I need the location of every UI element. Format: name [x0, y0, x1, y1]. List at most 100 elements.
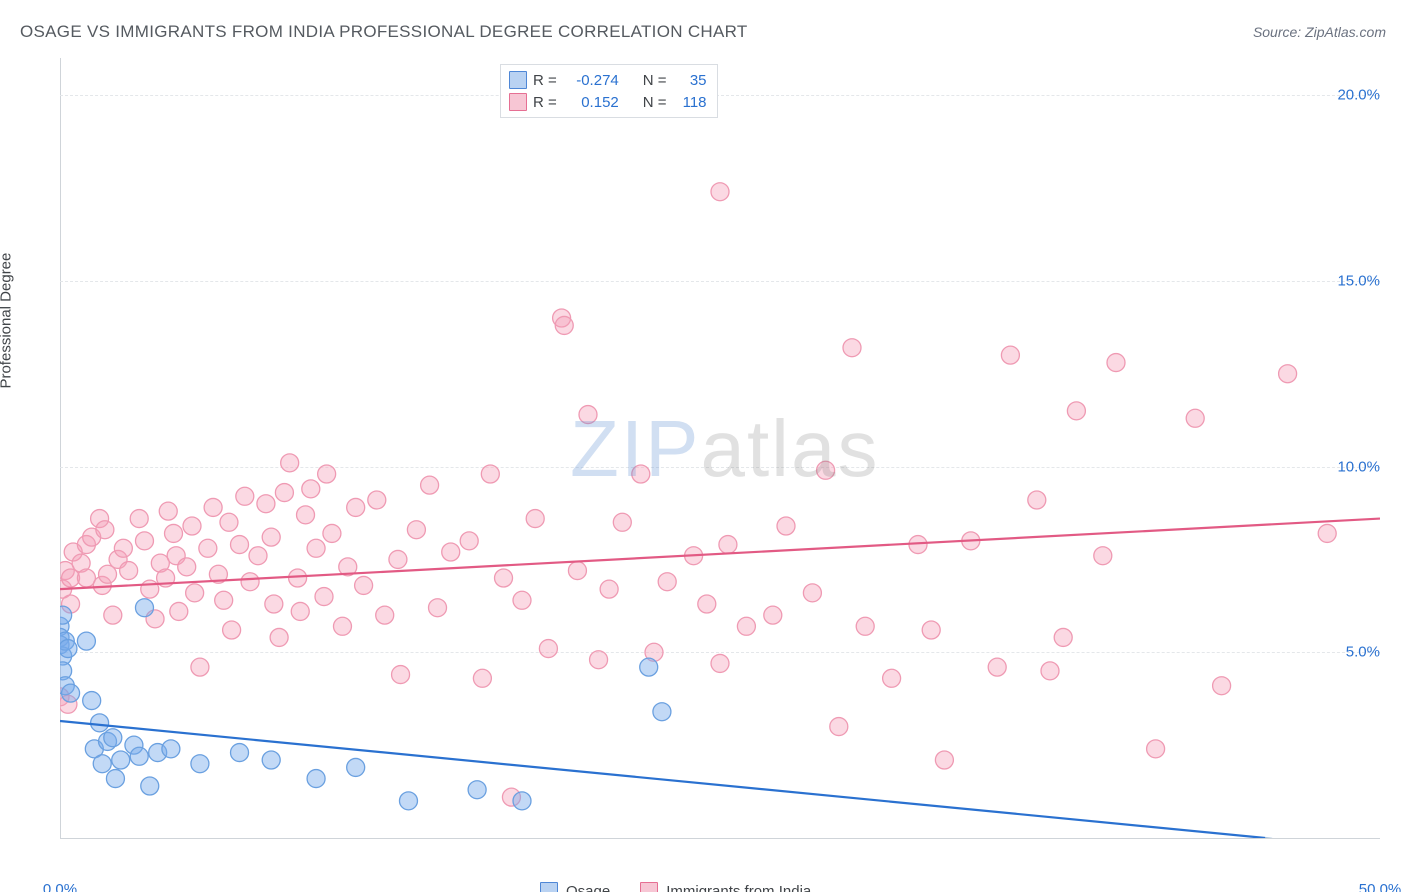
n-label: N =	[643, 94, 667, 111]
data-point-india	[719, 536, 737, 554]
r-value-osage: -0.274	[563, 72, 619, 89]
data-point-india	[632, 465, 650, 483]
data-point-india	[429, 599, 447, 617]
data-point-india	[698, 595, 716, 613]
data-point-india	[291, 602, 309, 620]
data-point-india	[141, 580, 159, 598]
data-point-india	[323, 524, 341, 542]
legend-label-india: Immigrants from India	[666, 883, 811, 892]
r-label: R =	[533, 72, 557, 89]
data-point-india	[1067, 402, 1085, 420]
data-point-india	[1147, 740, 1165, 758]
data-point-india	[1107, 354, 1125, 372]
legend-item-osage: Osage	[540, 882, 610, 892]
data-point-india	[257, 495, 275, 513]
source-name: ZipAtlas.com	[1305, 24, 1386, 40]
data-point-osage	[130, 747, 148, 765]
data-point-india	[135, 532, 153, 550]
data-point-india	[817, 461, 835, 479]
data-point-osage	[106, 770, 124, 788]
data-point-osage	[135, 599, 153, 617]
data-point-india	[590, 651, 608, 669]
legend-item-india: Immigrants from India	[640, 882, 811, 892]
data-point-india	[270, 628, 288, 646]
data-point-india	[843, 339, 861, 357]
n-label: N =	[643, 72, 667, 89]
data-point-india	[333, 617, 351, 635]
y-axis-label: Professional Degree	[0, 253, 15, 389]
data-point-india	[186, 584, 204, 602]
legend-swatch-india-icon	[640, 882, 658, 892]
data-point-india	[130, 510, 148, 528]
data-point-india	[199, 539, 217, 557]
data-point-india	[1041, 662, 1059, 680]
data-point-osage	[399, 792, 417, 810]
data-point-india	[376, 606, 394, 624]
data-point-india	[389, 550, 407, 568]
data-point-india	[1001, 346, 1019, 364]
data-point-india	[830, 718, 848, 736]
data-point-osage	[83, 692, 101, 710]
x-axis-line	[60, 838, 1380, 839]
data-point-india	[473, 669, 491, 687]
data-point-india	[231, 536, 249, 554]
chart-title: OSAGE VS IMMIGRANTS FROM INDIA PROFESSIO…	[20, 22, 748, 41]
chart-area: Professional Degree 5.0%10.0%15.0%20.0% …	[20, 58, 1386, 870]
swatch-osage-icon	[509, 71, 527, 89]
data-point-osage	[653, 703, 671, 721]
data-point-india	[302, 480, 320, 498]
data-point-india	[513, 591, 531, 609]
data-point-india	[711, 183, 729, 201]
data-point-india	[262, 528, 280, 546]
data-point-india	[368, 491, 386, 509]
data-point-india	[236, 487, 254, 505]
data-point-india	[178, 558, 196, 576]
n-value-india: 118	[673, 94, 707, 111]
data-point-india	[1028, 491, 1046, 509]
data-point-india	[1213, 677, 1231, 695]
data-point-india	[315, 588, 333, 606]
series-legend: Osage Immigrants from India	[540, 882, 811, 892]
data-point-osage	[640, 658, 658, 676]
data-point-india	[104, 606, 122, 624]
data-point-india	[183, 517, 201, 535]
stats-row-india: R = 0.152 N = 118	[509, 91, 707, 113]
swatch-india-icon	[509, 93, 527, 111]
data-point-osage	[93, 755, 111, 773]
data-point-india	[658, 573, 676, 591]
data-point-osage	[468, 781, 486, 799]
data-point-osage	[307, 770, 325, 788]
data-point-india	[1054, 628, 1072, 646]
data-point-india	[737, 617, 755, 635]
data-point-india	[249, 547, 267, 565]
data-point-india	[1279, 365, 1297, 383]
data-point-india	[347, 498, 365, 516]
data-point-india	[481, 465, 499, 483]
data-point-osage	[112, 751, 130, 769]
data-point-india	[355, 576, 373, 594]
data-point-india	[120, 562, 138, 580]
data-point-osage	[262, 751, 280, 769]
data-point-osage	[191, 755, 209, 773]
legend-label-osage: Osage	[566, 883, 610, 892]
data-point-osage	[60, 640, 77, 658]
r-value-india: 0.152	[563, 94, 619, 111]
data-point-india	[579, 406, 597, 424]
data-point-india	[307, 539, 325, 557]
data-point-india	[241, 573, 259, 591]
data-point-india	[555, 316, 573, 334]
data-point-india	[281, 454, 299, 472]
data-point-india	[600, 580, 618, 598]
data-point-india	[170, 602, 188, 620]
data-point-india	[96, 521, 114, 539]
data-point-osage	[62, 684, 80, 702]
data-point-india	[297, 506, 315, 524]
scatter-plot	[60, 58, 1380, 838]
data-point-india	[204, 498, 222, 516]
data-point-osage	[513, 792, 531, 810]
data-point-osage	[162, 740, 180, 758]
chart-header: OSAGE VS IMMIGRANTS FROM INDIA PROFESSIO…	[20, 22, 1386, 52]
stats-row-osage: R = -0.274 N = 35	[509, 69, 707, 91]
x-tick-label: 0.0%	[43, 881, 77, 892]
data-point-india	[215, 591, 233, 609]
